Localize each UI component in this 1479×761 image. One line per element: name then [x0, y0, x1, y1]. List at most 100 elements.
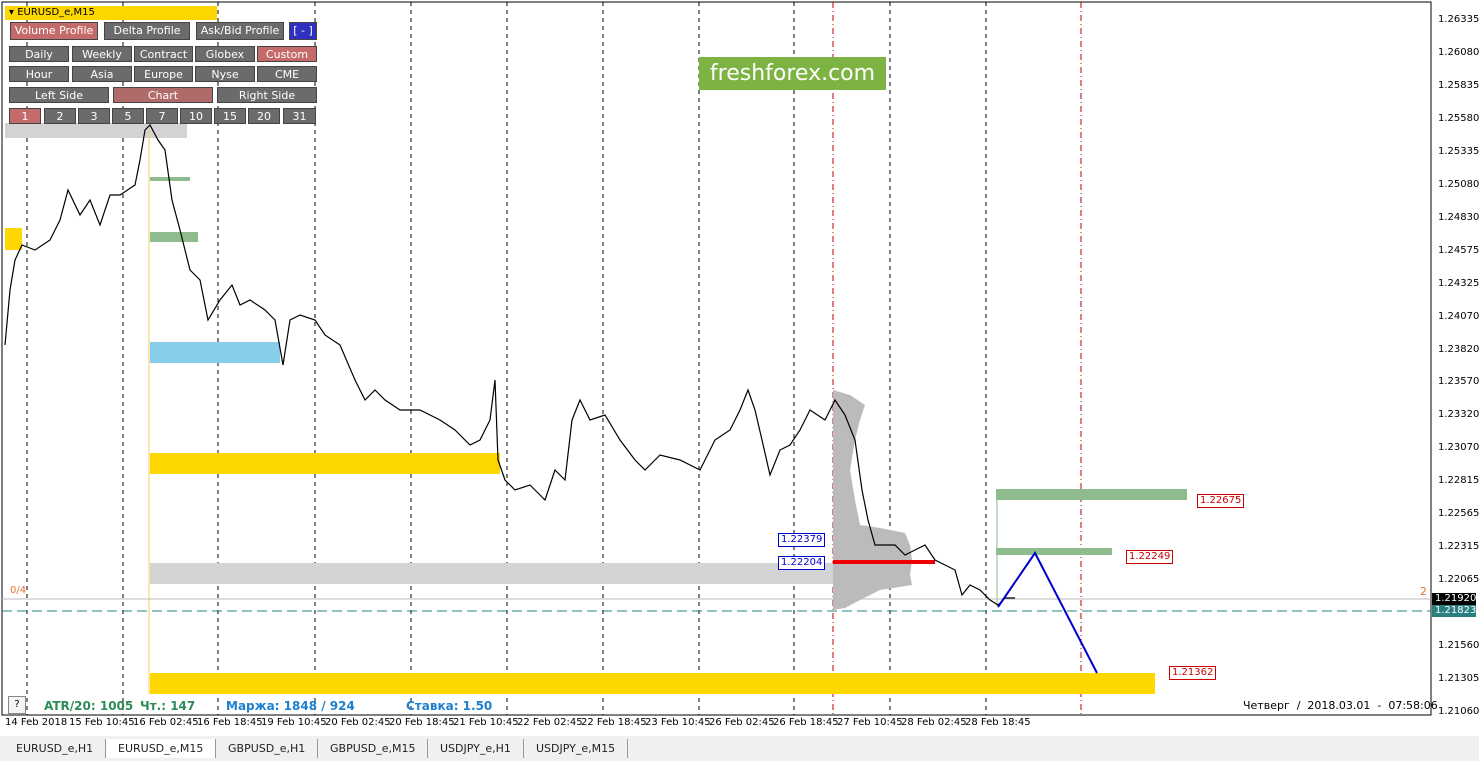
marker: 0/4 [10, 585, 27, 596]
price-box [1432, 605, 1476, 617]
level-label: 1.22379 [778, 533, 826, 547]
time-tick-label: 26 Feb 18:45 [773, 717, 839, 728]
panel-button[interactable]: Hour [9, 66, 69, 82]
time-tick-label: 14 Feb 2018 [5, 717, 68, 728]
time-tick-label: 22 Feb 18:45 [581, 717, 647, 728]
time-tick-label: 23 Feb 10:45 [645, 717, 711, 728]
price-tick-label: 1.24070 [1438, 310, 1479, 322]
margin: Маржа: 1848 / 924 [226, 699, 355, 713]
time-tick-label: 21 Feb 10:45 [453, 717, 519, 728]
tab-bar [0, 736, 1479, 761]
panel-button[interactable]: 10 [180, 108, 212, 124]
panel-button[interactable]: [ - ] [289, 22, 317, 40]
help-button[interactable]: ? [8, 696, 26, 714]
time-tick-label: 28 Feb 02:45 [901, 717, 967, 728]
watermark: freshforex.com [699, 57, 886, 90]
zone [150, 673, 1155, 694]
rate: Ставка: 1.50 [406, 699, 493, 713]
price-tick-label: 1.22065 [1438, 574, 1479, 586]
panel-button[interactable]: Contract [134, 46, 193, 62]
price-tick-label: 1.24830 [1438, 211, 1479, 223]
panel-button[interactable]: 5 [112, 108, 144, 124]
price-tick-label: 1.23570 [1438, 376, 1479, 388]
zone [150, 563, 835, 584]
panel-button[interactable]: Chart [113, 87, 213, 103]
time-tick-label: 27 Feb 10:45 [837, 717, 903, 728]
panel-button[interactable]: Delta Profile [104, 22, 190, 40]
panel-button[interactable]: 3 [78, 108, 110, 124]
price-tick-label: 1.22565 [1438, 508, 1479, 520]
panel-button[interactable]: Custom [257, 46, 317, 62]
zone [5, 123, 187, 138]
panel-button[interactable]: Asia [72, 66, 132, 82]
panel-button[interactable]: Left Side [9, 87, 109, 103]
panel-button[interactable]: 7 [146, 108, 178, 124]
price-tick-label: 1.23070 [1438, 442, 1479, 454]
panel-button[interactable]: 1 [9, 108, 41, 124]
price-tick-label: 1.25080 [1438, 178, 1479, 190]
level-label: 1.22249 [1126, 550, 1174, 564]
price-tick-label: 1.25580 [1438, 112, 1479, 124]
forecast-arrow [997, 551, 1098, 674]
zone [150, 342, 280, 363]
zone [996, 489, 1187, 500]
level-label: 1.21362 [1169, 666, 1217, 680]
bid-price: 1.21920 [1435, 593, 1477, 604]
tab[interactable]: USDJPY_e,M15 [524, 739, 629, 758]
price-series [4, 124, 1015, 606]
tab[interactable]: EURUSD_e,M15 [106, 739, 217, 758]
volume-profile [833, 390, 912, 610]
price-tick-label: 1.21305 [1438, 673, 1479, 684]
price-tick-label: 1.23820 [1438, 343, 1479, 355]
panel-button[interactable]: Volume Profile [10, 22, 98, 40]
price-tick-label: 1.24325 [1438, 277, 1479, 289]
tab[interactable]: GBPUSD_e,H1 [216, 739, 319, 758]
atr: ATR/20: 1005 [44, 699, 134, 713]
time-tick-label: 20 Feb 02:45 [325, 717, 391, 728]
price-tick-label: 1.24575 [1438, 244, 1479, 256]
price-tick-label: 1.25335 [1438, 145, 1479, 157]
panel-button[interactable]: 31 [283, 108, 316, 124]
count: Чт.: 147 [140, 699, 196, 713]
time-tick-label: 26 Feb 02:45 [709, 717, 775, 728]
price-tick-label: 1.26335 [1438, 14, 1479, 25]
panel-button[interactable]: CME [257, 66, 317, 82]
level-label: 1.22675 [1197, 494, 1245, 508]
panel-button[interactable]: 20 [248, 108, 280, 124]
panel-button[interactable]: Right Side [217, 87, 317, 103]
panel-button[interactable]: Ask/Bid Profile [196, 22, 284, 40]
panel-button[interactable]: 15 [214, 108, 246, 124]
time-tick-label: 16 Feb 18:45 [197, 717, 263, 728]
time-tick-label: 15 Feb 10:45 [69, 717, 135, 728]
zone [5, 228, 22, 250]
tab[interactable]: EURUSD_e,H1 [4, 739, 107, 758]
panel-button[interactable]: Europe [134, 66, 193, 82]
zone [150, 232, 198, 242]
marker: 2 [1420, 585, 1427, 598]
zone [150, 177, 190, 181]
zone [996, 548, 1112, 555]
price-tick-label: 1.26080 [1438, 46, 1479, 58]
bid-box [1432, 593, 1476, 605]
price-tick-label: 1.22815 [1438, 475, 1479, 487]
level-label: 1.22204 [778, 556, 826, 570]
datetime: Четверг / 2018.03.01 - 07:58:06 [1243, 699, 1438, 712]
zone [150, 453, 500, 474]
tab[interactable]: GBPUSD_e,M15 [318, 739, 429, 758]
panel-button[interactable]: Daily [9, 46, 69, 62]
time-tick-label: 22 Feb 02:45 [517, 717, 583, 728]
price-tick-label: 1.21560 [1438, 640, 1479, 652]
panel-button[interactable]: 2 [44, 108, 76, 124]
tab[interactable]: USDJPY_e,H1 [428, 739, 524, 758]
time-tick-label: 19 Feb 10:45 [261, 717, 327, 728]
time-tick-label: 20 Feb 18:45 [389, 717, 455, 728]
panel-button[interactable]: Nyse [195, 66, 255, 82]
price-tick-label: 1.23320 [1438, 409, 1479, 421]
price-tick-label: 1.25835 [1438, 79, 1479, 91]
price-tick-label: 1.21060 [1438, 705, 1479, 717]
symbol-label: ▾ EURUSD_e,M15 [5, 6, 217, 20]
panel-button[interactable]: Globex [195, 46, 255, 62]
panel-button[interactable]: Weekly [72, 46, 132, 62]
